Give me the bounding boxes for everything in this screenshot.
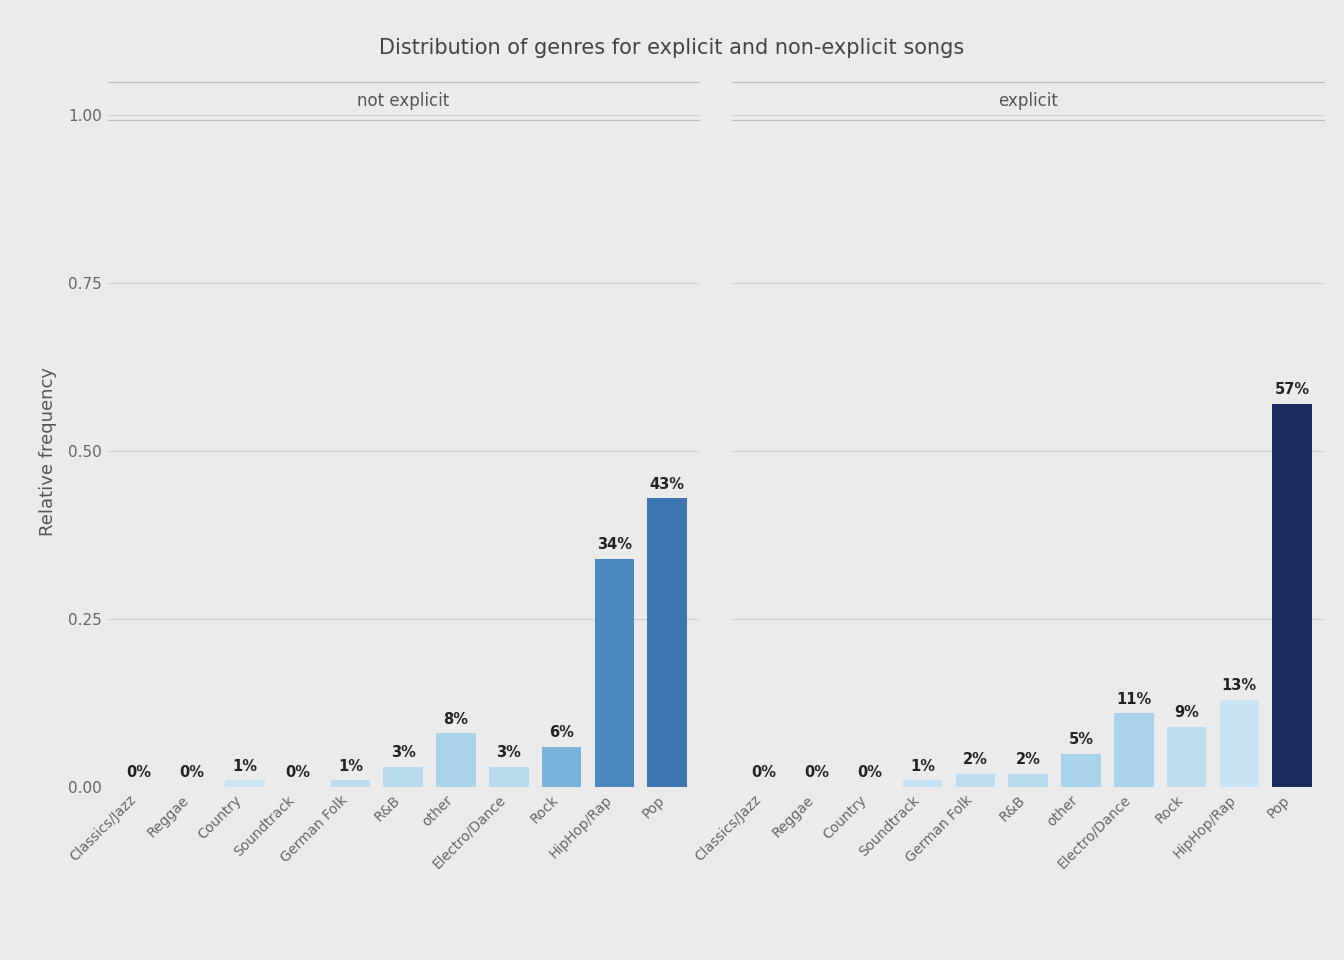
Bar	[956, 774, 995, 787]
Text: not explicit: not explicit	[358, 92, 449, 109]
Bar	[1062, 754, 1101, 787]
Text: 8%: 8%	[444, 711, 469, 727]
Bar	[648, 498, 687, 787]
Text: 2%: 2%	[962, 752, 988, 767]
Bar	[383, 767, 423, 787]
Bar	[594, 559, 634, 787]
Text: 34%: 34%	[597, 537, 632, 552]
Bar	[1114, 713, 1153, 787]
Bar	[489, 767, 528, 787]
Text: 0%: 0%	[751, 765, 777, 780]
Bar	[1273, 404, 1312, 787]
Text: 9%: 9%	[1175, 705, 1199, 720]
Text: 57%: 57%	[1274, 382, 1309, 397]
Text: 1%: 1%	[233, 758, 257, 774]
Text: 3%: 3%	[391, 745, 415, 760]
Text: 11%: 11%	[1116, 691, 1152, 707]
Bar	[331, 780, 370, 787]
Text: 43%: 43%	[649, 476, 684, 492]
Text: 0%: 0%	[805, 765, 829, 780]
Text: 1%: 1%	[337, 758, 363, 774]
Text: 13%: 13%	[1222, 678, 1257, 693]
Bar	[542, 747, 582, 787]
Bar	[1008, 774, 1048, 787]
Text: 5%: 5%	[1068, 732, 1094, 747]
Text: 3%: 3%	[496, 745, 521, 760]
Text: 0%: 0%	[857, 765, 882, 780]
Text: 1%: 1%	[910, 758, 935, 774]
Bar	[1219, 700, 1259, 787]
Bar	[437, 733, 476, 787]
Text: 2%: 2%	[1016, 752, 1040, 767]
Text: explicit: explicit	[999, 92, 1058, 109]
Y-axis label: Relative frequency: Relative frequency	[39, 367, 56, 536]
Text: 6%: 6%	[550, 725, 574, 740]
Text: Distribution of genres for explicit and non-explicit songs: Distribution of genres for explicit and …	[379, 38, 965, 59]
Text: 0%: 0%	[180, 765, 204, 780]
Text: 0%: 0%	[126, 765, 152, 780]
Text: 0%: 0%	[285, 765, 310, 780]
Bar	[903, 780, 942, 787]
Bar	[224, 780, 265, 787]
Bar	[1167, 727, 1207, 787]
